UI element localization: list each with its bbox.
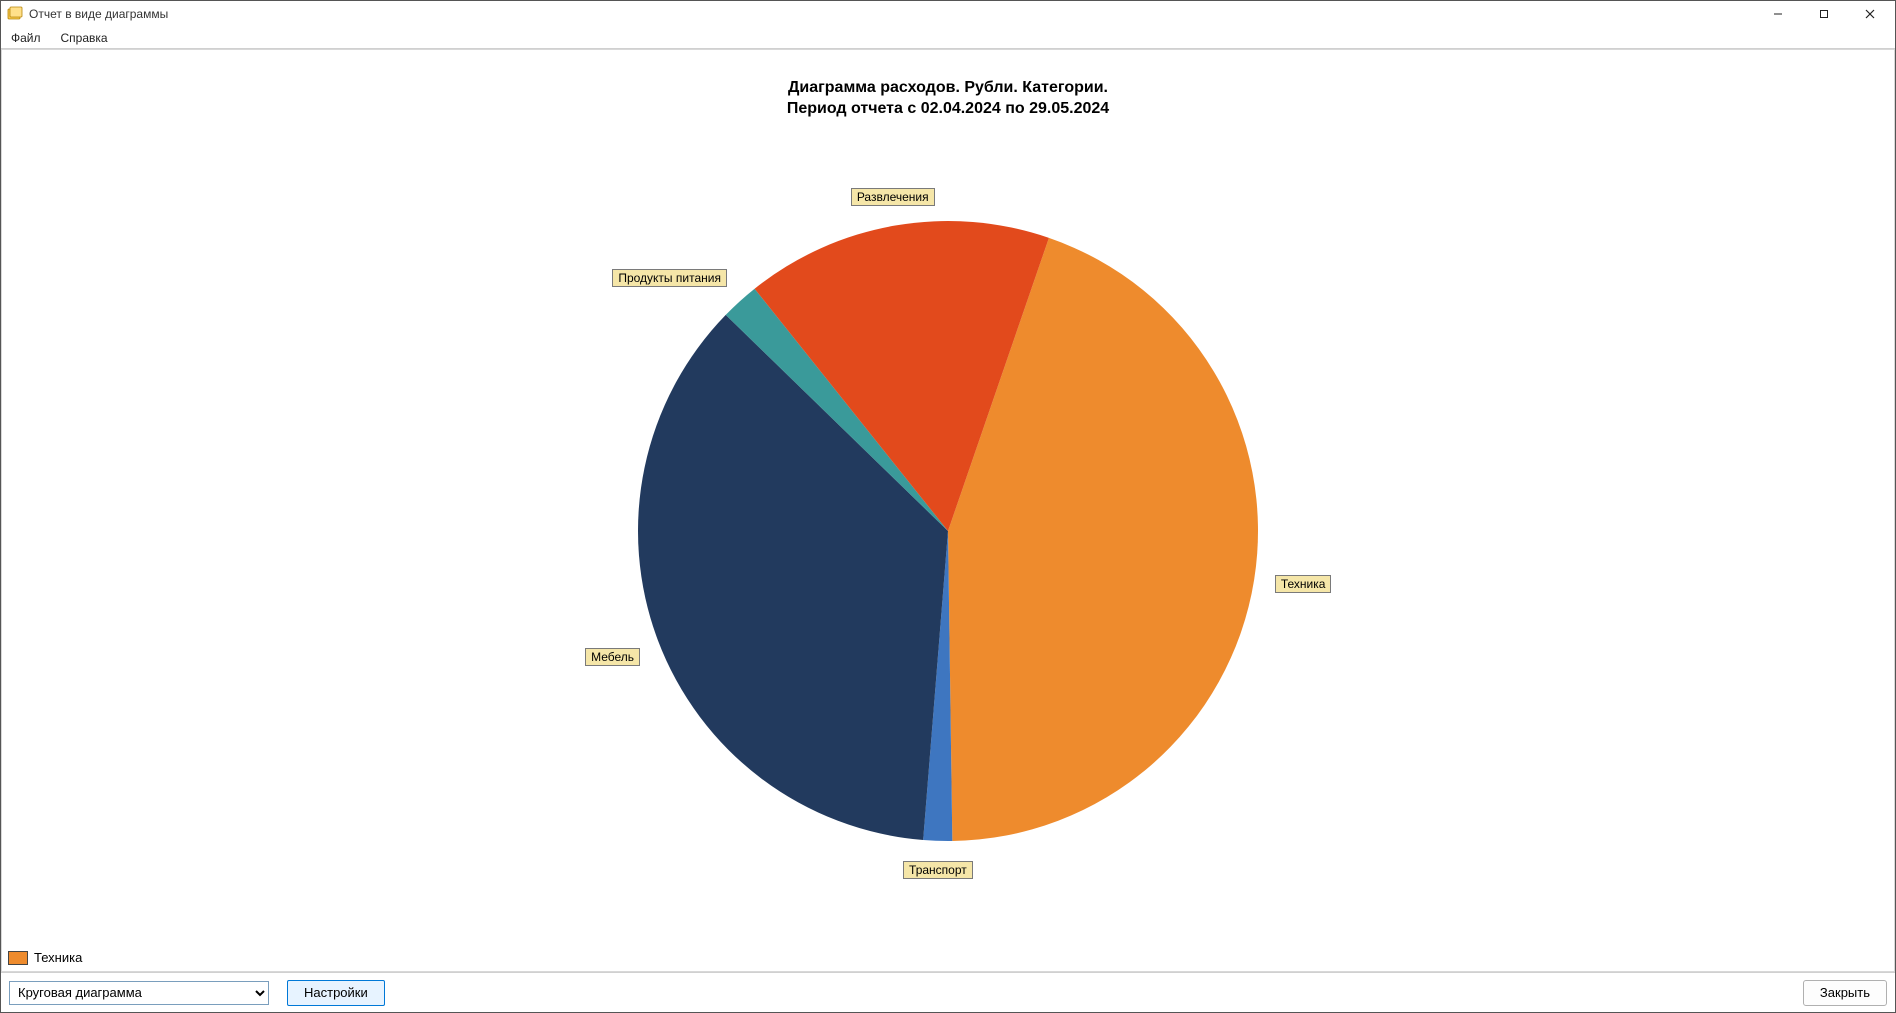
maximize-button[interactable]: [1801, 1, 1847, 27]
pie-chart: [636, 219, 1260, 843]
minimize-button[interactable]: [1755, 1, 1801, 27]
window-title: Отчет в виде диаграммы: [29, 7, 168, 21]
chart-title-line1: Диаграмма расходов. Рубли. Категории.: [2, 78, 1894, 99]
slice-label: Транспорт: [903, 861, 973, 879]
settings-button[interactable]: Настройки: [287, 980, 385, 1006]
legend: Техника: [8, 950, 82, 965]
slice-label: Мебель: [585, 648, 640, 666]
menubar: Файл Справка: [1, 27, 1895, 49]
legend-label: Техника: [34, 950, 82, 965]
pie-holder: [2, 130, 1894, 931]
close-app-button[interactable]: Закрыть: [1803, 980, 1887, 1006]
bottombar: Круговая диаграмма Настройки Закрыть: [1, 972, 1895, 1012]
titlebar: Отчет в виде диаграммы: [1, 1, 1895, 27]
menu-help[interactable]: Справка: [57, 29, 112, 47]
chart-title-line2: Период отчета с 02.04.2024 по 29.05.2024: [2, 99, 1894, 120]
slice-label: Техника: [1275, 575, 1332, 593]
app-icon: [7, 6, 23, 22]
slice-label: Продукты питания: [612, 269, 727, 287]
legend-swatch: [8, 951, 28, 965]
app-window: Отчет в виде диаграммы Файл Справка Диаг…: [0, 0, 1896, 1013]
chart-area: Диаграмма расходов. Рубли. Категории. Пе…: [1, 49, 1895, 972]
menu-file[interactable]: Файл: [7, 29, 45, 47]
slice-label: Развлечения: [851, 188, 935, 206]
chart-type-select[interactable]: Круговая диаграмма: [9, 981, 269, 1005]
chart-title: Диаграмма расходов. Рубли. Категории. Пе…: [2, 78, 1894, 120]
close-button[interactable]: [1847, 1, 1893, 27]
